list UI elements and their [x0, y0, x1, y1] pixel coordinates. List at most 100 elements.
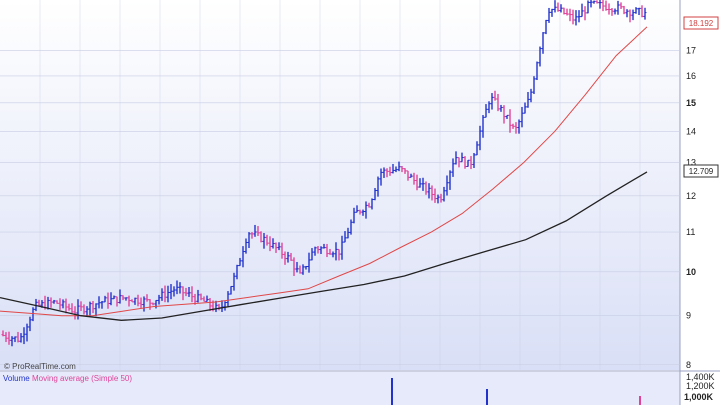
- ohlc-bar: [529, 88, 533, 103]
- ohlc-bar: [415, 174, 419, 191]
- ohlc-bar: [496, 93, 500, 112]
- ohlc-bar: [148, 299, 152, 310]
- ohlc-bar: [607, 3, 611, 15]
- ohlc-bar: [379, 168, 383, 186]
- ohlc-bar: [406, 170, 410, 181]
- ohlc-bar: [478, 125, 482, 151]
- ohlc-bar: [538, 46, 542, 67]
- ohlc-bar: [136, 294, 140, 307]
- ohlc-bar: [232, 272, 236, 291]
- ohlc-bar: [250, 232, 254, 239]
- ohlc-bar: [205, 295, 209, 302]
- ohlc-bar: [52, 299, 56, 304]
- ohlc-bar: [634, 7, 638, 14]
- ohlc-bar: [328, 248, 332, 255]
- ohlc-bar: [199, 293, 203, 301]
- ohlc-bar: [457, 157, 461, 168]
- ohlc-bar: [463, 156, 467, 169]
- ohlc-bar: [349, 219, 353, 235]
- y-tick-label: 9: [686, 311, 691, 321]
- volume-label: Volume: [3, 374, 30, 383]
- ohlc-bar: [316, 246, 320, 254]
- ohlc-bar: [268, 236, 272, 252]
- ohlc-bar: [340, 235, 344, 260]
- y-tick-label: 15: [686, 98, 696, 108]
- ohlc-bar: [256, 226, 260, 236]
- ohlc-bar: [181, 286, 185, 301]
- ohlc-bar: [475, 141, 479, 156]
- ohlc-bar: [307, 252, 311, 273]
- ohlc-bar: [454, 151, 458, 165]
- ohlc-bar: [226, 291, 230, 307]
- moving-average-short-line: [0, 26, 648, 317]
- ohlc-bar: [502, 105, 506, 124]
- volume-tick-1400k: 1,400K: [686, 372, 715, 382]
- y-tick-label: 14: [686, 127, 696, 137]
- ohlc-bar: [289, 252, 293, 261]
- ohlc-bar: [598, 0, 602, 9]
- ohlc-bar: [157, 294, 161, 305]
- ohlc-bar: [172, 286, 176, 297]
- ohlc-bar: [403, 168, 407, 174]
- ohlc-bar: [556, 2, 560, 12]
- ohlc-bar: [202, 296, 206, 302]
- ohlc-bar: [412, 172, 416, 185]
- ohlc-bar: [481, 115, 485, 138]
- ohlc-bar: [334, 242, 338, 261]
- ohlc-bar: [595, 0, 599, 4]
- ohlc-bar: [559, 4, 563, 13]
- ohlc-bar: [526, 91, 530, 108]
- ohlc-bar: [547, 7, 551, 23]
- ohlc-bar: [58, 298, 62, 310]
- grid-lines: [0, 0, 680, 370]
- y-tick-label: 11: [686, 227, 695, 237]
- ohlc-bar: [625, 9, 629, 18]
- ohlc-bar: [433, 188, 437, 203]
- ohlc-bar: [394, 166, 398, 173]
- ohlc-bar: [241, 246, 245, 268]
- ohlc-bar: [508, 109, 512, 133]
- ohlc-bar: [460, 152, 464, 163]
- ohlc-bar: [16, 331, 20, 343]
- ohlc-bar: [130, 299, 134, 303]
- ohlc-bar: [385, 168, 389, 178]
- ohlc-bar: [298, 265, 302, 274]
- last-price-text: 18.192: [689, 19, 714, 28]
- long-ma-badge: 12.709: [683, 164, 719, 178]
- ohlc-bar: [322, 243, 326, 249]
- ohlc-bar: [175, 280, 179, 295]
- ohlc-bar: [355, 205, 359, 213]
- ohlc-bar: [67, 303, 71, 311]
- credit-text: © ProRealTime.com: [4, 362, 76, 371]
- ohlc-bar: [640, 5, 644, 18]
- ohlc-bar: [163, 285, 167, 303]
- ohlc-bar: [295, 261, 299, 273]
- ohlc-bar: [361, 209, 365, 216]
- ohlc-bar: [115, 296, 119, 307]
- ohlc-bar: [343, 231, 347, 243]
- ohlc-bar: [397, 161, 401, 172]
- ohlc-bar: [583, 6, 587, 21]
- ohlc-bar: [628, 9, 632, 23]
- ohlc-bar: [364, 201, 368, 219]
- ohlc-bar: [388, 166, 392, 176]
- ohlc-bar: [37, 299, 41, 307]
- ohlc-bar: [259, 231, 263, 243]
- ohlc-bar: [271, 238, 275, 249]
- ohlc-bar: [544, 19, 548, 35]
- ohlc-bar: [247, 232, 251, 249]
- ohlc-bar: [118, 289, 122, 304]
- ohlc-bar: [613, 8, 617, 15]
- ohlc-bar: [88, 301, 92, 317]
- ohlc-bar: [391, 163, 395, 174]
- ohlc-bar: [286, 251, 290, 263]
- ohlc-bar: [610, 7, 614, 16]
- ohlc-bar: [106, 292, 110, 309]
- ohlc-bar: [466, 159, 470, 168]
- ohlc-bar: [310, 248, 314, 261]
- ohlc-bar: [265, 234, 269, 246]
- ohlc-bar: [154, 299, 158, 309]
- ohlc-bar: [127, 295, 131, 307]
- ohlc-bar: [346, 227, 350, 239]
